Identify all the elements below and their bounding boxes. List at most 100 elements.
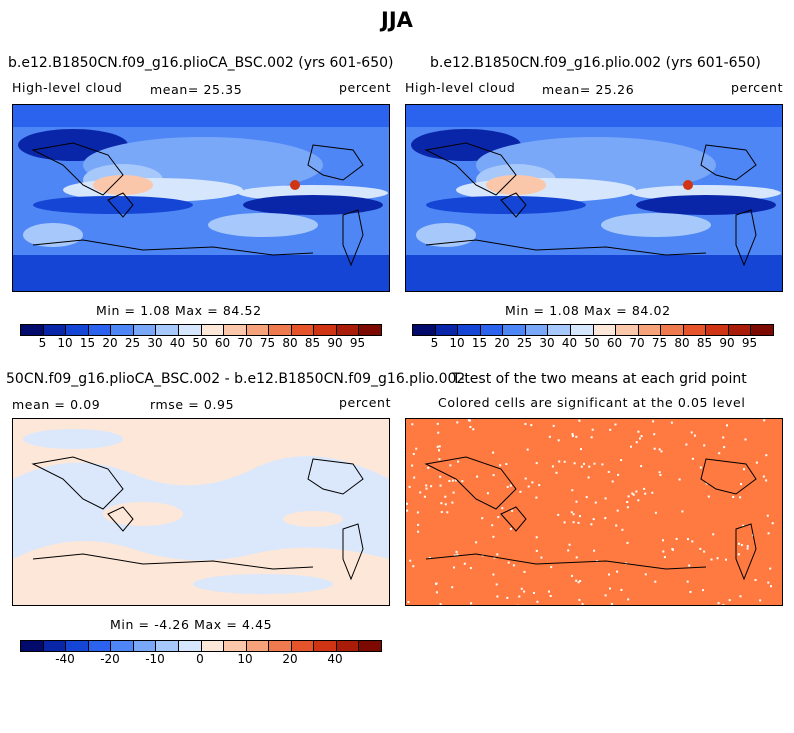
colorbar-panel2-swatch (616, 325, 639, 335)
nonsignificant-cell (501, 507, 504, 510)
colorbar-panel1-swatch (88, 325, 112, 335)
colorbar-panel1-swatch (291, 325, 315, 335)
colorbar-panel3-swatch (314, 641, 337, 651)
colorbar-panel3-tick-label: 10 (237, 652, 253, 666)
nonsignificant-cell (499, 464, 502, 467)
nonsignificant-cell (712, 533, 715, 536)
nonsignificant-cell (691, 457, 694, 460)
colorbar-panel2-swatch (548, 325, 571, 335)
nonsignificant-cell (427, 466, 430, 469)
nonsignificant-cell (415, 447, 418, 450)
nonsignificant-cell (425, 484, 428, 487)
nonsignificant-cell (436, 445, 439, 448)
colorbar-panel3-swatch (178, 641, 202, 651)
nonsignificant-cell (579, 580, 582, 582)
colorbar-panel2-swatch (480, 325, 504, 335)
colorbar-panel1-swatch (21, 325, 44, 335)
nonsignificant-cell (469, 567, 472, 570)
nonsignificant-cell (518, 595, 521, 598)
nonsignificant-cell (609, 587, 611, 590)
nonsignificant-cell (411, 464, 414, 467)
panel2-title: b.e12.B1850CN.f09_g16.plio.002 (yrs 601-… (430, 55, 761, 71)
nonsignificant-cell (703, 550, 706, 553)
nonsignificant-cell (440, 511, 443, 513)
nonsignificant-cell (535, 549, 538, 552)
nonsignificant-cell (409, 559, 412, 562)
nonsignificant-cell (428, 556, 431, 559)
nonsignificant-cell (580, 448, 582, 451)
colorbar-panel1-tick-label: 60 (214, 336, 231, 350)
nonsignificant-cell (607, 470, 610, 473)
nonsignificant-cell (766, 514, 769, 517)
nonsignificant-cell (690, 431, 693, 434)
colorbar-panel2-swatch (503, 325, 526, 335)
colorbar-panel1 (20, 324, 382, 336)
nonsignificant-cell (699, 466, 702, 469)
colorbar-panel2-tick-label: 5 (430, 336, 439, 350)
nonsignificant-cell (531, 481, 534, 484)
nonsignificant-cell (523, 590, 526, 593)
colorbar-panel1-tick-label: 25 (124, 336, 141, 350)
nonsignificant-cell (765, 479, 768, 482)
panel4-title: T-test of the two means at each grid poi… (452, 371, 747, 387)
nonsignificant-cell (740, 544, 743, 546)
nonsignificant-cell (594, 501, 597, 504)
nonsignificant-cell (744, 438, 747, 441)
nonsignificant-cell (511, 509, 514, 512)
nonsignificant-cell (417, 523, 420, 526)
nonsignificant-cell (688, 564, 691, 567)
nonsignificant-cell (762, 475, 765, 478)
nonsignificant-cell (681, 510, 684, 513)
nonsignificant-cell (717, 602, 720, 605)
nonsignificant-cell (621, 528, 624, 531)
colorbar-panel2-tick-label: 25 (516, 336, 533, 350)
colorbar-panel1-tick-label: 75 (259, 336, 276, 350)
colorbar-panel1-swatch (246, 325, 270, 335)
nonsignificant-cell (754, 579, 757, 581)
nonsignificant-cell (767, 581, 770, 584)
nonsignificant-cell (725, 558, 727, 561)
nonsignificant-cell (548, 590, 550, 593)
colorbar-panel2-swatch (728, 325, 752, 335)
nonsignificant-cell (626, 506, 629, 509)
nonsignificant-cell (571, 435, 574, 437)
colorbar-panel1-swatch (178, 325, 202, 335)
nonsignificant-cell (579, 515, 581, 518)
panel3-title: 50CN.f09_g16.plioCA_BSC.002 - b.e12.B185… (6, 371, 466, 387)
nonsignificant-cell (435, 591, 438, 594)
colorbar-panel1-tick-label: 90 (327, 336, 343, 350)
colorbar-panel2-tick-label: 30 (539, 336, 555, 350)
nonsignificant-cell (662, 550, 665, 553)
nonsignificant-cell (461, 480, 464, 483)
nonsignificant-cell (540, 556, 543, 559)
nonsignificant-cell (658, 471, 661, 474)
nonsignificant-cell (626, 541, 629, 544)
nonsignificant-cell (437, 431, 440, 434)
colorbar-panel2-swatch (525, 325, 549, 335)
nonsignificant-cell (533, 592, 535, 594)
nonsignificant-cell (535, 496, 538, 499)
colorbar-panel1-swatch (156, 325, 179, 335)
colorbar-panel1-tick-label: 5 (38, 336, 47, 350)
nonsignificant-cell (456, 421, 459, 424)
nonsignificant-cell (563, 460, 566, 463)
panel1-title: b.e12.B1850CN.f09_g16.plioCA_BSC.002 (yr… (8, 55, 394, 71)
nonsignificant-cell (476, 475, 479, 478)
nonsignificant-cell (640, 435, 643, 438)
nonsignificant-cell (590, 436, 593, 439)
nonsignificant-cell (653, 447, 656, 450)
nonsignificant-cell (496, 553, 499, 556)
colorbar-panel1-swatch (201, 325, 225, 335)
nonsignificant-cell (654, 511, 657, 514)
colorbar-panel2-swatch (661, 325, 684, 335)
colorbar-panel3-swatch (201, 641, 225, 651)
colorbar-panel1-swatch (224, 325, 247, 335)
nonsignificant-cell (577, 581, 580, 584)
panel2-map (405, 104, 783, 292)
nonsignificant-cell (746, 547, 749, 550)
nonsignificant-cell (524, 477, 527, 480)
nonsignificant-cell (593, 462, 596, 465)
nonsignificant-cell (581, 603, 584, 605)
nonsignificant-cell (577, 521, 580, 524)
nonsignificant-cell (588, 465, 591, 468)
